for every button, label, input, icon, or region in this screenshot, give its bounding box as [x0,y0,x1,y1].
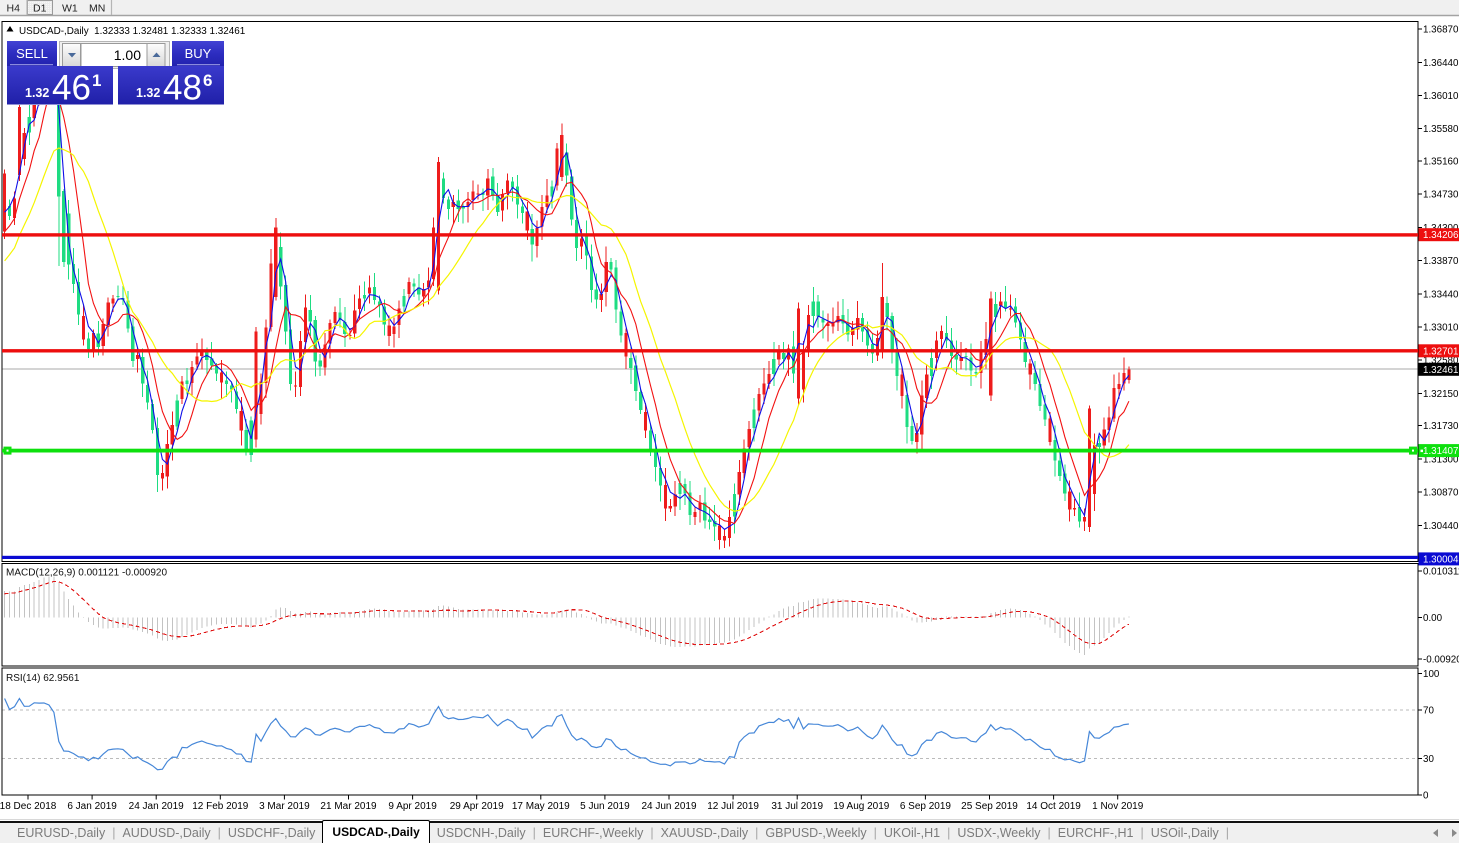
svg-text:1.32580: 1.32580 [1423,356,1459,367]
svg-text:MN: MN [89,3,105,15]
svg-text:1.35160: 1.35160 [1423,157,1459,168]
svg-text:0.00: 0.00 [1423,613,1443,624]
svg-text:6: 6 [203,71,212,90]
svg-text:9 Apr 2019: 9 Apr 2019 [388,801,437,812]
svg-text:1.31730: 1.31730 [1423,421,1459,432]
svg-text:31 Jul 2019: 31 Jul 2019 [771,801,823,812]
svg-text:12 Feb 2019: 12 Feb 2019 [192,801,249,812]
svg-text:100: 100 [1423,669,1440,680]
svg-text:1.34206: 1.34206 [1423,230,1459,241]
svg-text:BUY: BUY [185,46,212,61]
svg-text:1.33870: 1.33870 [1423,256,1459,267]
svg-text:1.36010: 1.36010 [1423,91,1459,102]
svg-text:1.31300: 1.31300 [1423,454,1459,465]
svg-text:25 Sep 2019: 25 Sep 2019 [961,801,1018,812]
svg-text:USDCAD-,Daily 1.32333 1.32481: USDCAD-,Daily 1.32333 1.32481 1.32333 1.… [19,26,246,37]
svg-text:0.010311: 0.010311 [1423,566,1459,577]
svg-text:14 Oct 2019: 14 Oct 2019 [1026,801,1081,812]
svg-text:6 Jan 2019: 6 Jan 2019 [67,801,117,812]
svg-text:70: 70 [1423,706,1434,717]
svg-text:1.32461: 1.32461 [1423,365,1458,376]
svg-text:3 Mar 2019: 3 Mar 2019 [259,801,310,812]
svg-text:1.34730: 1.34730 [1423,190,1459,201]
svg-text:6 Sep 2019: 6 Sep 2019 [900,801,952,812]
svg-text:29 Apr 2019: 29 Apr 2019 [450,801,504,812]
svg-text:17 May 2019: 17 May 2019 [512,801,570,812]
svg-text:1.30440: 1.30440 [1423,521,1459,532]
svg-text:1 Nov 2019: 1 Nov 2019 [1092,801,1144,812]
svg-text:1.32: 1.32 [136,86,160,100]
svg-text:12 Jul 2019: 12 Jul 2019 [707,801,759,812]
svg-text:46: 46 [52,69,91,108]
svg-text:1.30004: 1.30004 [1423,554,1459,565]
svg-text:1.36440: 1.36440 [1423,58,1459,69]
svg-text:48: 48 [163,69,202,108]
svg-text:1.31407: 1.31407 [1423,446,1458,457]
svg-text:RSI(14) 62.9561: RSI(14) 62.9561 [6,673,80,684]
svg-text:D1: D1 [33,3,47,15]
svg-text:21 Mar 2019: 21 Mar 2019 [320,801,377,812]
svg-text:MACD(12,26,9) 0.001121 -0.0009: MACD(12,26,9) 0.001121 -0.000920 [6,568,167,579]
svg-text:1.30870: 1.30870 [1423,488,1459,499]
svg-text:1.36870: 1.36870 [1423,25,1459,36]
svg-text:1.33440: 1.33440 [1423,289,1459,300]
svg-text:24 Jun 2019: 24 Jun 2019 [641,801,696,812]
svg-text:W1: W1 [62,3,78,15]
svg-text:19 Aug 2019: 19 Aug 2019 [833,801,890,812]
svg-text:1.32150: 1.32150 [1423,389,1459,400]
svg-text:1.00: 1.00 [114,47,141,63]
svg-text:0: 0 [1423,790,1429,801]
svg-text:1: 1 [92,71,101,90]
svg-text:H4: H4 [7,3,21,15]
svg-text:18 Dec 2018: 18 Dec 2018 [0,801,57,812]
svg-text:30: 30 [1423,754,1434,765]
svg-text:1.35580: 1.35580 [1423,124,1459,135]
svg-text:1.32: 1.32 [25,86,49,100]
svg-text:24 Jan 2019: 24 Jan 2019 [129,801,184,812]
svg-text:SELL: SELL [16,46,48,61]
svg-text:1.32701: 1.32701 [1423,346,1458,357]
svg-text:5 Jun 2019: 5 Jun 2019 [580,801,630,812]
svg-text:1.33010: 1.33010 [1423,323,1459,334]
